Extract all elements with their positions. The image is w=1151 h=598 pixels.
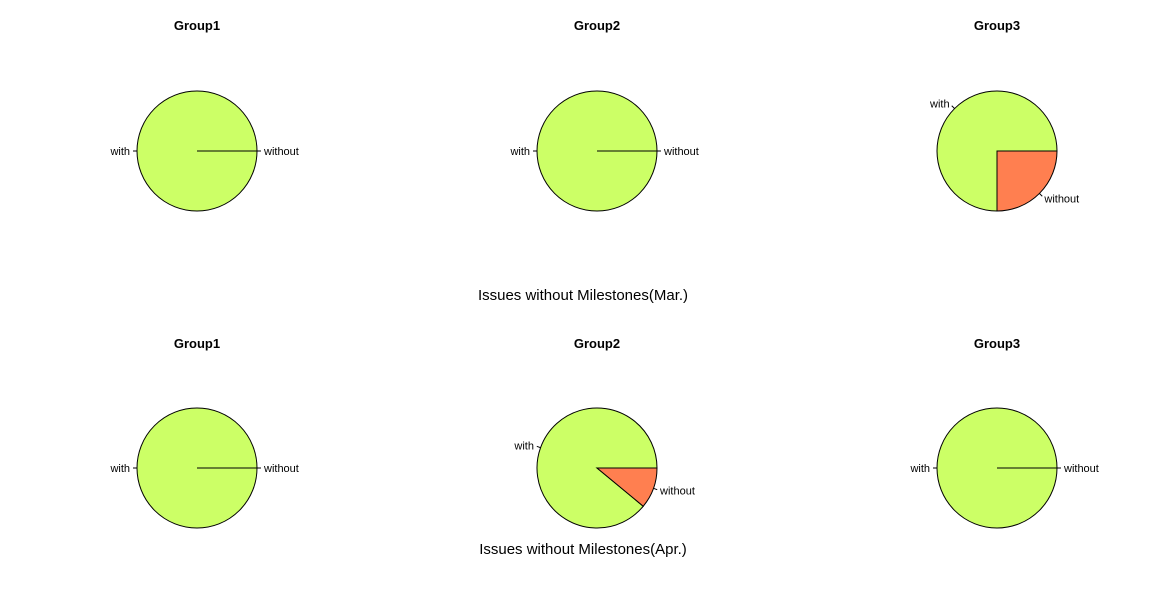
slice-label-with: with [109, 463, 130, 475]
slice-label-with: with [929, 99, 950, 111]
caption-march: Issues without Milestones(Mar.) [478, 287, 688, 304]
slice-label-with: with [109, 146, 130, 158]
caption-april: Issues without Milestones(Apr.) [479, 541, 687, 558]
pie-4: Group1 with without [109, 336, 299, 529]
pie-5: Group2 with without [513, 336, 695, 529]
slice-label-without: without [1043, 193, 1079, 205]
pie-slice-without [996, 150, 1058, 212]
pie-6: Group3 with without [909, 336, 1099, 529]
pie-2: Group2 with without [509, 18, 699, 212]
pie-1: Group1 with without [109, 18, 299, 212]
slice-label-with: with [909, 463, 930, 475]
slice-label-with: with [513, 440, 534, 452]
pie-title: Group2 [574, 18, 620, 33]
slice-label-without: without [1063, 463, 1099, 475]
slice-label-without: without [263, 146, 299, 158]
slice-label-tick [951, 105, 955, 109]
pie-3: Group3 with without [929, 18, 1079, 212]
pie-title: Group1 [174, 18, 220, 33]
pie-title: Group1 [174, 336, 220, 351]
pie-title: Group3 [974, 18, 1020, 33]
slice-label-without: without [659, 486, 695, 498]
pie-title: Group3 [974, 336, 1020, 351]
pie-title: Group2 [574, 336, 620, 351]
slice-label-without: without [663, 146, 699, 158]
slice-label-with: with [509, 146, 530, 158]
pie-slice-without [595, 467, 658, 507]
slice-label-tick [536, 445, 541, 449]
slice-label-tick [1039, 193, 1043, 197]
slice-label-tick [653, 487, 658, 491]
slice-label-without: without [263, 463, 299, 475]
